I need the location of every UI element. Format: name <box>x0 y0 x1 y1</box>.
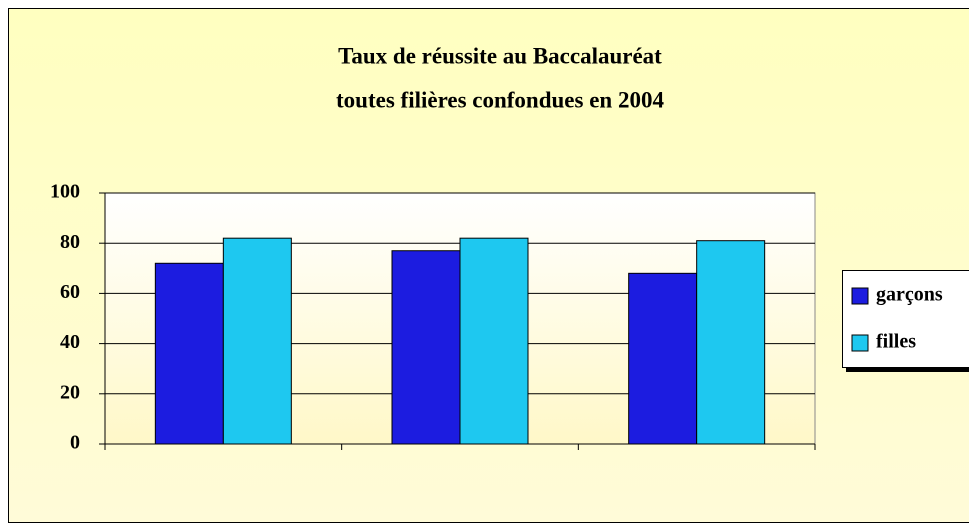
y-tick-label: 40 <box>60 331 80 353</box>
bar <box>628 272 698 445</box>
y-tick-label: 80 <box>60 231 80 253</box>
y-tick-label: 0 <box>70 432 80 454</box>
bar <box>391 250 461 445</box>
bar <box>154 262 224 445</box>
legend-swatch <box>851 287 869 305</box>
y-tick-label: 100 <box>50 181 80 203</box>
legend-label: garçons <box>876 284 943 306</box>
y-tick-label: 60 <box>60 281 80 303</box>
bar <box>222 237 292 445</box>
legend-swatch <box>851 334 869 352</box>
legend-label: filles <box>876 331 916 353</box>
legend: garçons filles <box>842 270 969 372</box>
y-tick-label: 20 <box>60 381 80 403</box>
bar <box>696 240 766 445</box>
chart-title: Taux de réussite au Baccalauréat <box>338 43 662 68</box>
bar <box>459 237 529 445</box>
chart-subtitle: toutes filières confondues en 2004 <box>336 87 664 112</box>
